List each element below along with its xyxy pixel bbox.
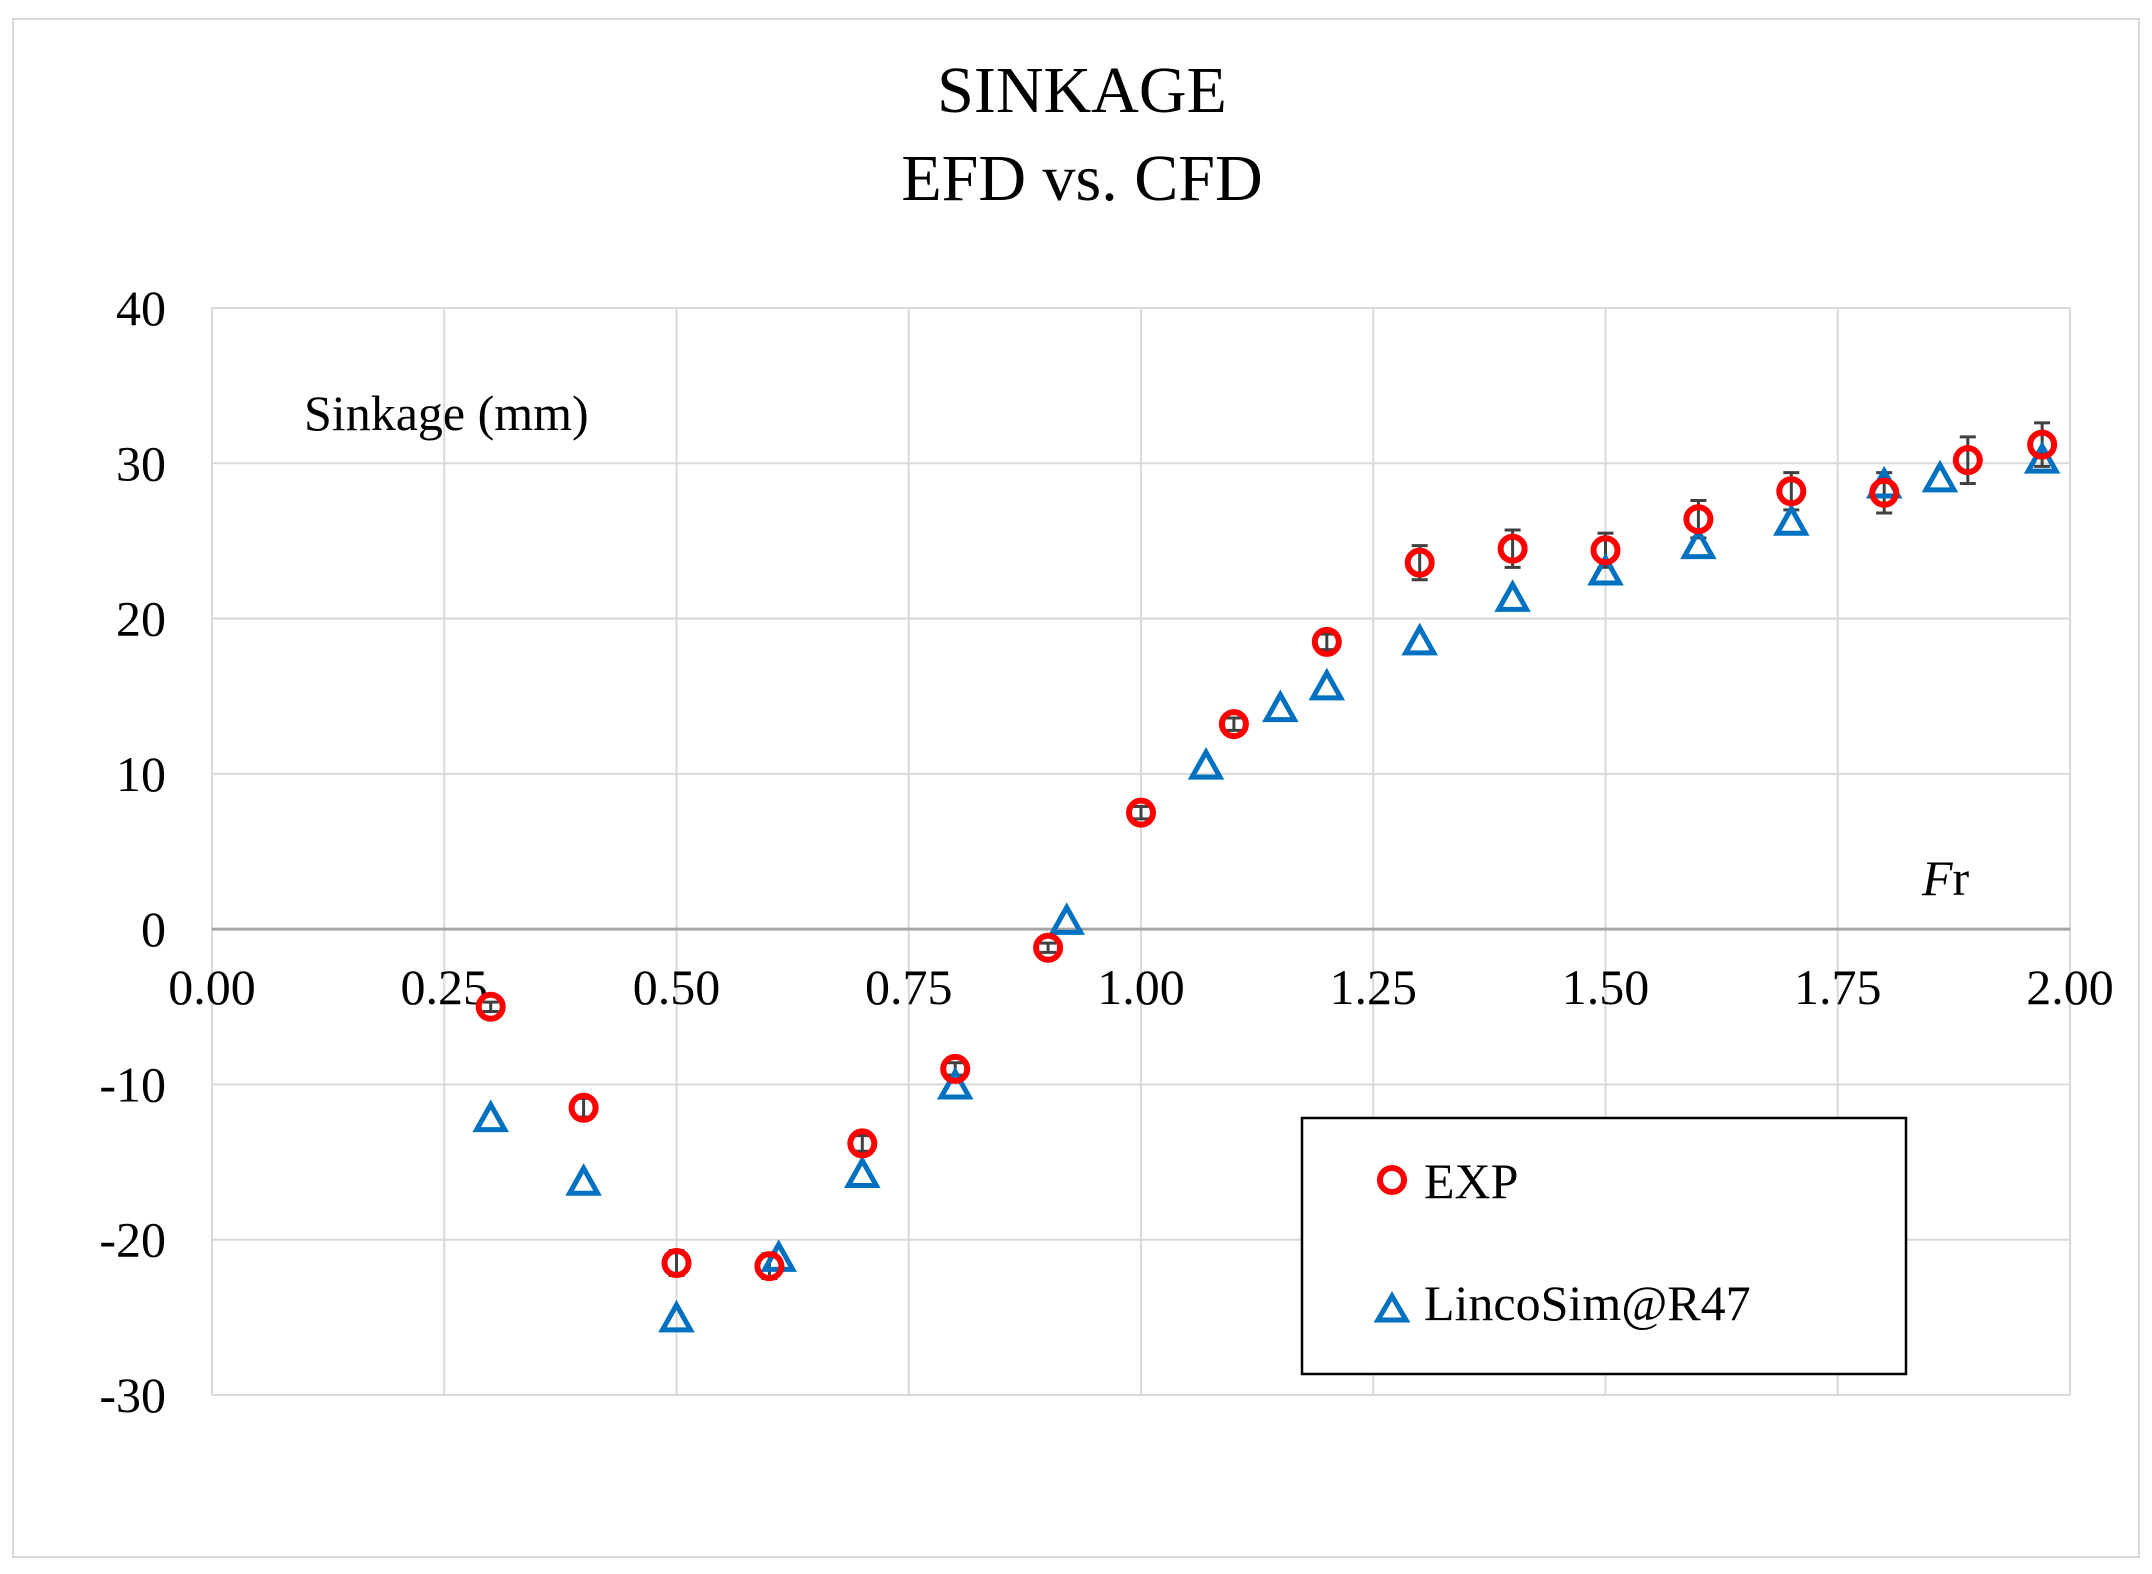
exp-point [661, 1248, 692, 1279]
exp-point [1952, 445, 1983, 476]
x-axis-label-rest: r [1953, 850, 1970, 906]
exp-point [1311, 626, 1342, 657]
exp-point [1126, 797, 1156, 828]
error-bar [1318, 632, 1335, 652]
tick-layer: -30 -20 -10 0 10 20 30 40 0.00 0.25 0.50 0.75 1.00 1.… [99, 280, 2113, 1423]
exp-point [1776, 476, 1807, 507]
grid-layer [211, 307, 2071, 1396]
lincosim-point [1494, 579, 1531, 612]
legend-exp-label: EXP [1424, 1153, 1518, 1209]
exp-point [1590, 535, 1621, 566]
exp-point [1218, 709, 1249, 740]
error-bar [1133, 804, 1149, 821]
x-tick-label: 0.50 [633, 959, 721, 1015]
legend: EXP LincoSim@R47 [1300, 1116, 1908, 1376]
lincosim-point [2023, 441, 2061, 474]
marker-layer [472, 429, 2061, 1333]
legend-exp-marker [1377, 1165, 1407, 1195]
exp-point [475, 991, 506, 1022]
exp-point [940, 1053, 971, 1084]
lincosim-point [658, 1299, 695, 1333]
x-axis-label: Fr [1921, 850, 1970, 906]
x-axis-label-italic: F [1921, 850, 1953, 906]
lincosim-point [1401, 622, 1438, 656]
legend-box [1300, 1116, 1908, 1376]
exp-point [2027, 429, 2058, 460]
x-tick-label: 0.75 [865, 959, 953, 1015]
exp-point [847, 1128, 878, 1159]
legend-lincosim-marker [1373, 1291, 1411, 1323]
lincosim-point [844, 1155, 881, 1188]
x-tick-label: 1.25 [1330, 959, 1418, 1015]
y-tick-label: 20 [116, 591, 166, 647]
exp-point [1404, 547, 1435, 578]
lincosim-point [1921, 459, 1959, 493]
x-tick-label: 1.75 [1794, 959, 1882, 1015]
error-bar [1959, 435, 1976, 485]
x-tick-label: 0.00 [168, 959, 256, 1015]
exp-point [754, 1251, 785, 1282]
error-bar [482, 1000, 499, 1013]
lincosim-point [1773, 503, 1810, 536]
y-tick-label: 10 [116, 746, 166, 802]
chart-frame: -30 -20 -10 0 10 20 30 40 0.00 0.25 0.50 0.75 1.00 1.… [12, 18, 2140, 1558]
x-tick-label: 1.50 [1562, 959, 1650, 1015]
exp-point [1683, 504, 1714, 535]
y-tick-label: -10 [99, 1056, 166, 1112]
legend-lincosim-label: LincoSim@R47 [1424, 1275, 1751, 1331]
error-bar [1225, 716, 1242, 732]
exp-point [1033, 932, 1064, 963]
chart-subtitle: EFD vs. CFD [901, 142, 1262, 215]
lincosim-point [1680, 526, 1717, 560]
error-bar [575, 1096, 592, 1119]
x-tick-label: 2.00 [2026, 959, 2114, 1015]
lincosim-point [565, 1163, 602, 1196]
lincosim-point [1308, 667, 1346, 701]
lincosim-point [936, 1066, 974, 1100]
y-tick-label: -20 [99, 1212, 166, 1268]
x-tick-label: 1.00 [1097, 959, 1185, 1015]
error-bar [854, 1134, 871, 1153]
exp-point [1497, 533, 1528, 564]
lincosim-point [1262, 689, 1299, 723]
lincosim-point [1048, 902, 1085, 935]
y-tick-label: 30 [116, 435, 166, 491]
y-axis-label: Sinkage (mm) [304, 385, 589, 441]
exp-point [568, 1092, 599, 1123]
y-tick-label: 0 [141, 901, 166, 957]
y-tick-label: 40 [116, 280, 166, 336]
x-tick-label: 0.25 [401, 959, 489, 1015]
lincosim-point [472, 1099, 509, 1133]
exp-point [1869, 477, 1900, 508]
lincosim-point [1587, 552, 1624, 586]
error-bar [1040, 941, 1057, 954]
lincosim-point [1187, 746, 1225, 780]
chart-title: SINKAGE [937, 54, 1227, 127]
chart-svg: -30 -20 -10 0 10 20 30 40 0.00 0.25 0.50 0.75 1.00 1.… [99, 54, 2113, 1423]
y-tick-label: -30 [99, 1367, 166, 1423]
